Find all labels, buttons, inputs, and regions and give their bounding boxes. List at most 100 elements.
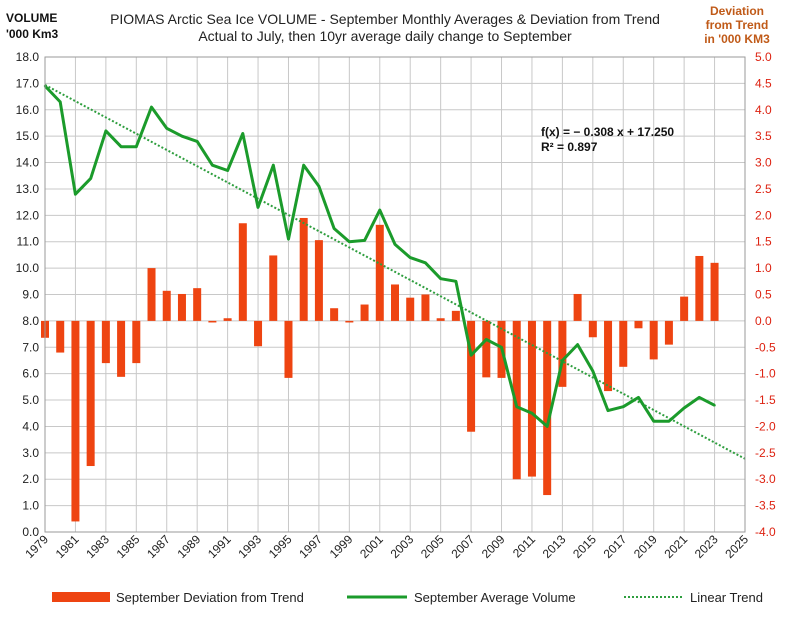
deviation-bar [391,284,399,321]
deviation-bar [451,310,460,321]
deviation-bar [695,255,704,321]
volume-point [576,343,579,346]
volume-point [667,419,671,423]
volume-point [409,256,412,259]
trend-equation: f(x) = − 0.308 x + 17.250 [541,125,674,139]
volume-point [180,134,184,138]
deviation-bar [710,262,719,321]
deviation-bar [299,217,308,321]
left-tick-label: 3.0 [22,446,39,460]
left-tick-label: 16.0 [16,103,40,117]
volume-point [561,359,564,362]
right-axis-title-line2: from Trend [706,18,769,32]
volume-point [165,127,168,130]
volume-point [287,237,290,241]
right-tick-label: 2.0 [755,208,772,222]
legend-bar-label: September Deviation from Trend [116,590,304,605]
volume-point [272,163,275,167]
deviation-bar [527,320,536,477]
right-tick-label: -2.5 [755,446,776,460]
volume-point [469,353,473,357]
volume-point [348,240,351,243]
right-tick-label: 1.0 [755,261,772,275]
deviation-bar [558,320,567,387]
right-tick-label: -1.0 [755,367,776,381]
left-tick-label: 5.0 [22,393,39,407]
left-tick-label: 0.0 [22,525,39,539]
volume-point [545,425,549,428]
volume-point [393,243,397,246]
deviation-bar [573,293,582,321]
deviation-bar [147,268,156,321]
deviation-bar [177,293,186,321]
volume-point [378,208,381,212]
volume-point [150,105,153,109]
right-tick-label: 2.5 [755,182,772,196]
deviation-bar [254,320,263,347]
left-axis-title-line1: VOLUME [6,11,57,25]
left-tick-label: 11.0 [17,235,40,249]
right-tick-label: 0.5 [755,288,772,302]
volume-point [256,206,260,209]
deviation-bar [223,318,232,321]
volume-point [226,169,229,172]
left-axis-title-line2: '000 Km3 [6,27,59,41]
volume-point [363,239,366,242]
deviation-bar [680,296,689,321]
right-tick-label: 4.5 [755,76,772,90]
right-tick-label: 3.0 [755,156,772,170]
deviation-bar [436,318,445,321]
legend-trend-label: Linear Trend [690,590,763,605]
right-tick-label: -0.5 [755,340,776,354]
volume-point [195,140,199,143]
legend-bar-swatch [52,592,110,602]
chart-subtitle: Actual to July, then 10yr average daily … [198,28,572,44]
left-tick-label: 6.0 [22,367,39,381]
deviation-bar [421,294,430,321]
left-tick-label: 2.0 [22,472,39,486]
volume-point [104,129,108,133]
deviation-bar [619,320,628,367]
volume-point [591,369,595,373]
right-tick-label: 5.0 [755,50,772,64]
right-tick-label: -3.5 [755,499,776,513]
right-tick-label: -1.5 [755,393,776,407]
left-tick-label: 7.0 [22,340,39,354]
deviation-bar [162,290,171,321]
deviation-bar [117,320,126,377]
deviation-bar [208,320,217,323]
volume-point [485,338,488,341]
legend: September Deviation from Trend September… [52,590,763,605]
volume-point [530,412,534,415]
volume-point [637,396,640,399]
plot-area-frame [44,56,746,533]
deviation-bar [330,308,339,321]
right-tick-label: 1.5 [755,235,772,249]
right-tick-label: 4.0 [755,103,772,117]
trend-r-squared: R² = 0.897 [541,140,598,154]
deviation-bar [284,320,293,378]
deviation-bar [56,320,65,353]
chart-title: PIOMAS Arctic Sea Ice VOLUME - September… [110,11,660,27]
deviation-bar [649,320,658,360]
volume-point [317,185,321,188]
left-tick-label: 8.0 [22,314,39,328]
volume-point [652,419,655,423]
left-tick-label: 10.0 [16,261,40,275]
left-tick-label: 14.0 [16,156,40,170]
right-tick-label: 0.0 [755,314,772,328]
right-tick-label: -4.0 [755,525,776,539]
volume-point [74,193,77,196]
left-tick-label: 1.0 [22,499,39,513]
volume-point [332,227,336,230]
volume-point [211,163,214,167]
volume-point [302,163,305,167]
right-tick-label: -3.0 [755,472,776,486]
trend-line-group [44,84,746,460]
left-tick-label: 17.0 [16,76,40,90]
left-tick-label: 9.0 [22,288,39,302]
deviation-bar [360,304,369,321]
deviation-bar [71,320,80,522]
